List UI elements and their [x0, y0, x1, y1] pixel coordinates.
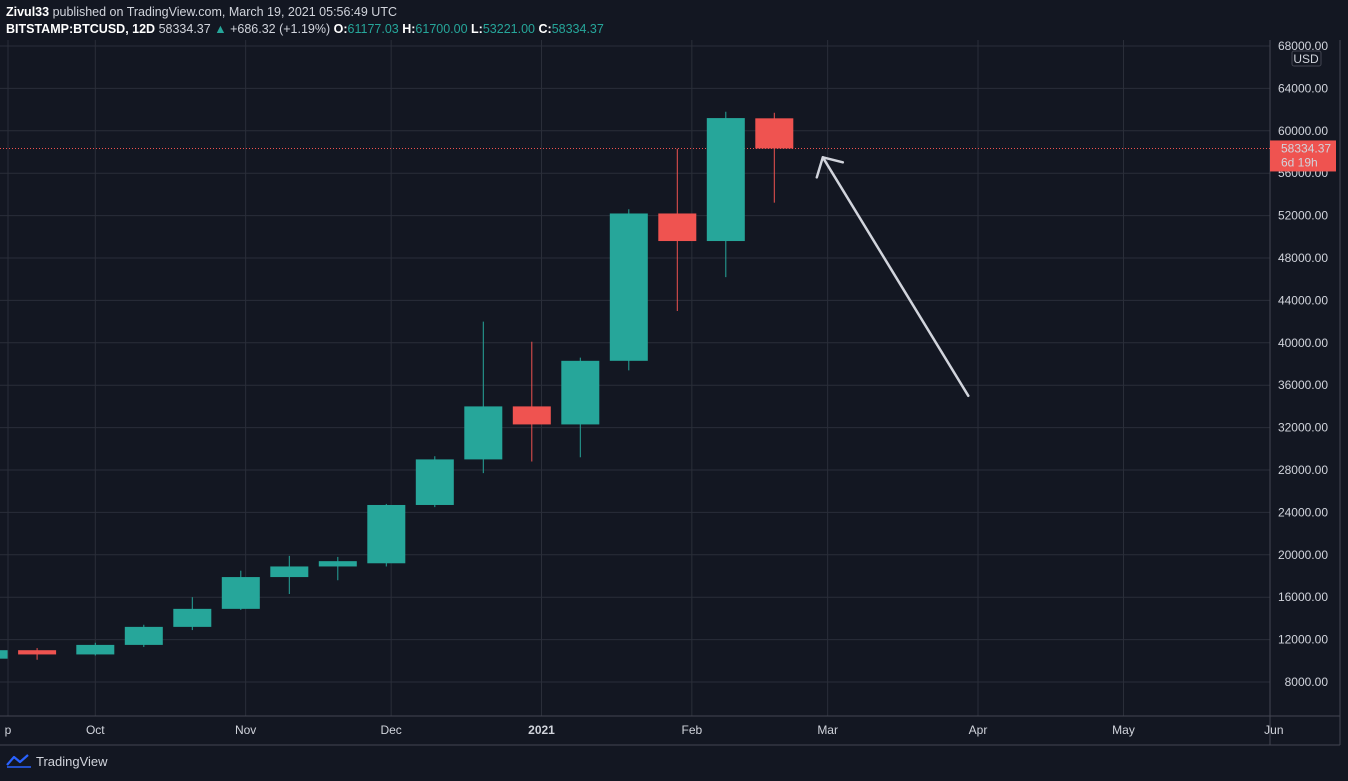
author-name[interactable]: Zivul33	[6, 5, 50, 19]
tradingview-branding[interactable]: TradingView	[6, 753, 108, 769]
candle[interactable]	[173, 597, 212, 631]
y-tick-label: 28000.00	[1278, 463, 1328, 477]
currency-badge[interactable]	[1291, 50, 1322, 67]
y-tick-label: 60000.00	[1278, 124, 1328, 138]
candle-body	[415, 459, 454, 505]
open-value: 61177.03	[347, 22, 399, 36]
candle-body	[755, 118, 794, 149]
candle-body	[173, 608, 212, 627]
candle-body	[561, 360, 600, 425]
y-tick-label: 52000.00	[1278, 209, 1328, 223]
x-tick-label: Nov	[235, 723, 256, 737]
annotation-arrow-head-icon[interactable]	[815, 156, 845, 179]
candle-body	[0, 650, 8, 659]
candle-body	[18, 650, 57, 655]
candle-body	[609, 213, 648, 361]
close-value: 58334.37	[551, 22, 604, 36]
candle[interactable]	[124, 624, 163, 648]
x-tick-label: Feb	[682, 723, 703, 737]
candle[interactable]	[512, 341, 551, 462]
y-tick-label: 36000.00	[1278, 378, 1328, 392]
low-label: L:	[471, 22, 483, 36]
x-tick-label: Dec	[380, 723, 401, 737]
candle[interactable]	[76, 642, 115, 656]
candle-body	[270, 566, 309, 578]
candle[interactable]	[318, 556, 357, 581]
candle[interactable]	[609, 209, 648, 371]
up-arrow-icon: ▲	[214, 22, 227, 36]
y-tick-label: 12000.00	[1278, 633, 1328, 647]
y-tick-label: 44000.00	[1278, 293, 1328, 307]
candle-body	[221, 577, 260, 609]
candle-body	[76, 644, 115, 655]
candle[interactable]	[367, 503, 406, 567]
candle-body	[658, 213, 697, 242]
candle[interactable]	[464, 321, 503, 474]
annotation-arrow-line[interactable]	[821, 156, 970, 398]
x-tick-label: May	[1112, 723, 1135, 737]
y-tick-label: 68000.00	[1278, 39, 1328, 53]
bar-countdown-label: 6d 19h	[1281, 155, 1318, 169]
candle[interactable]	[18, 648, 57, 660]
x-tick-label: Apr	[969, 723, 988, 737]
x-tick-label: 2021	[528, 723, 555, 737]
plot-area[interactable]	[0, 40, 1270, 716]
tradingview-brand-text: TradingView	[36, 753, 108, 769]
last-price: 58334.37	[158, 22, 211, 36]
y-tick-label: 64000.00	[1278, 81, 1328, 95]
currency-label: USD	[1293, 52, 1319, 66]
y-tick-label: 40000.00	[1278, 336, 1328, 350]
low-value: 53221.00	[482, 22, 535, 36]
candle-body	[706, 118, 745, 242]
close-label: C:	[538, 22, 552, 36]
candle[interactable]	[658, 148, 697, 311]
candle-body	[124, 626, 163, 645]
candle-body	[464, 406, 503, 460]
last-price-badge[interactable]	[1270, 140, 1336, 172]
y-tick-label: 48000.00	[1278, 251, 1328, 265]
candle[interactable]	[415, 456, 454, 508]
x-tick-label: p	[5, 723, 12, 737]
high-label: H:	[402, 22, 416, 36]
published-text: published on TradingView.com, March 19, …	[52, 5, 397, 19]
candle[interactable]	[270, 555, 309, 595]
open-label: O:	[333, 22, 348, 36]
candle[interactable]	[561, 357, 600, 458]
candle[interactable]	[755, 112, 794, 203]
tradingview-logo-icon	[6, 754, 31, 768]
candle[interactable]	[706, 111, 745, 278]
x-tick-label: Jun	[1264, 723, 1283, 737]
price-change: +686.32 (+1.19%)	[230, 22, 331, 36]
candle-body	[318, 561, 357, 567]
y-tick-label: 16000.00	[1278, 590, 1328, 604]
y-tick-label: 32000.00	[1278, 421, 1328, 435]
y-tick-label: 8000.00	[1285, 675, 1329, 689]
candle[interactable]	[221, 570, 260, 610]
publish-info: Zivul33 published on TradingView.com, Ma…	[6, 5, 397, 19]
candle[interactable]	[0, 650, 8, 662]
x-tick-label: Oct	[86, 723, 105, 737]
y-tick-label: 20000.00	[1278, 548, 1328, 562]
y-tick-label: 24000.00	[1278, 505, 1328, 519]
high-value: 61700.00	[415, 22, 468, 36]
symbol-label[interactable]: BITSTAMP:BTCUSD, 12D	[6, 22, 156, 36]
candle-body	[367, 504, 406, 564]
last-price-label: 58334.37	[1281, 141, 1331, 155]
ohlc-legend: BITSTAMP:BTCUSD, 12D 58334.37 ▲ +686.32 …	[6, 22, 604, 36]
x-tick-label: Mar	[817, 723, 838, 737]
candle-body	[512, 406, 551, 425]
